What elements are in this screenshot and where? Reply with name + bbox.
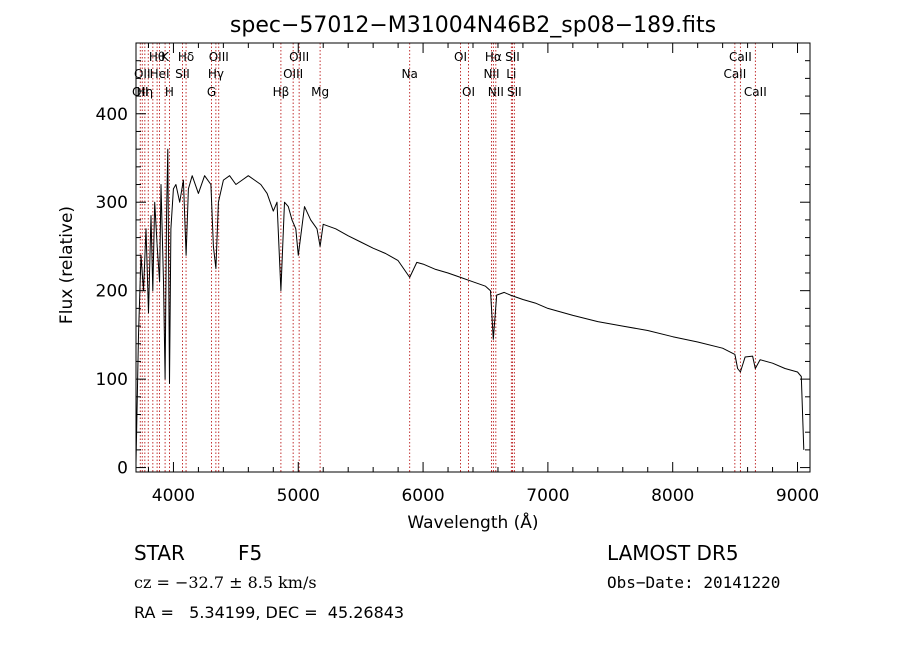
line-label-21-1: NII xyxy=(483,67,499,81)
object-class: STAR xyxy=(134,541,185,565)
x-tick-label-1: 5000 xyxy=(277,486,320,506)
y-axis: 0 100 200 300 400 xyxy=(96,60,810,479)
line-label-20-2: OI xyxy=(462,85,475,99)
line-label-9-1: SII xyxy=(175,67,190,81)
line-label-22-0: Hα xyxy=(485,50,502,64)
survey-name: LAMOST DR5 xyxy=(607,541,739,565)
line-label-0-2: OII xyxy=(132,85,149,99)
line-label-8-2: H xyxy=(165,85,174,99)
line-label-7-0: K xyxy=(161,50,170,64)
y-tick-label-3: 300 xyxy=(96,193,128,213)
line-label-28-0: CaII xyxy=(729,50,752,64)
line-label-11-2: G xyxy=(207,85,216,99)
y-tick-label-4: 400 xyxy=(96,105,128,125)
x-axis-label: Wavelength (Å) xyxy=(407,511,538,533)
line-label-24-1: Li xyxy=(506,67,516,81)
line-label-14-2: Hβ xyxy=(273,85,290,99)
redshift-cz: cz = −32.7 ± 8.5 km/s xyxy=(134,573,317,592)
line-label-12-1: Hγ xyxy=(208,67,224,81)
x-axis: 4000 5000 6000 7000 8000 9000 xyxy=(147,43,819,506)
x-tick-label-4: 8000 xyxy=(651,486,694,506)
spectrum-line xyxy=(135,148,805,464)
y-tick-label-0: 0 xyxy=(117,459,128,479)
line-label-5-0: Hθ xyxy=(149,50,165,64)
object-subclass: F5 xyxy=(238,541,262,565)
line-label-23-2: NII xyxy=(488,85,504,99)
line-label-2-2: Hη xyxy=(137,85,154,99)
line-label-27-1: CaII xyxy=(723,67,746,81)
line-label-15-1: OIII xyxy=(283,67,303,81)
line-label-19-0: OI xyxy=(454,50,467,64)
spectral-line-markers xyxy=(139,43,756,472)
obs-date: Obs−Date: 20141220 xyxy=(607,573,780,592)
y-tick-label-2: 200 xyxy=(96,282,128,302)
y-tick-label-1: 100 xyxy=(96,370,128,390)
line-label-25-0: SII xyxy=(505,50,520,64)
chart-title: spec−57012−M31004N46B2_sp08−189.fits xyxy=(230,13,716,38)
line-label-17-2: Mg xyxy=(311,85,329,99)
x-tick-label-2: 6000 xyxy=(401,486,444,506)
line-label-1-1: OII xyxy=(134,67,151,81)
y-axis-label: Flux (relative) xyxy=(57,206,77,324)
line-label-6-1: HeI xyxy=(150,67,170,81)
spectrum-series xyxy=(135,148,805,464)
coordinates: RA = 5.34199, DEC = 45.26843 xyxy=(134,603,404,622)
line-label-16-0: OIII xyxy=(289,50,309,64)
line-label-29-2: CaII xyxy=(744,85,767,99)
plot-frame xyxy=(135,42,811,473)
x-tick-label-0: 4000 xyxy=(152,486,195,506)
x-tick-label-3: 7000 xyxy=(526,486,569,506)
line-label-10-0: Hδ xyxy=(178,50,194,64)
line-label-13-0: OIII xyxy=(209,50,229,64)
line-label-18-1: Na xyxy=(402,67,418,81)
line-label-26-2: SII xyxy=(507,85,522,99)
line-labels: OIIOIIHηHθHeIKHSIIHδGHγOIIIHβOIIIOIIIMgN… xyxy=(132,50,767,99)
x-tick-label-5: 9000 xyxy=(776,486,819,506)
